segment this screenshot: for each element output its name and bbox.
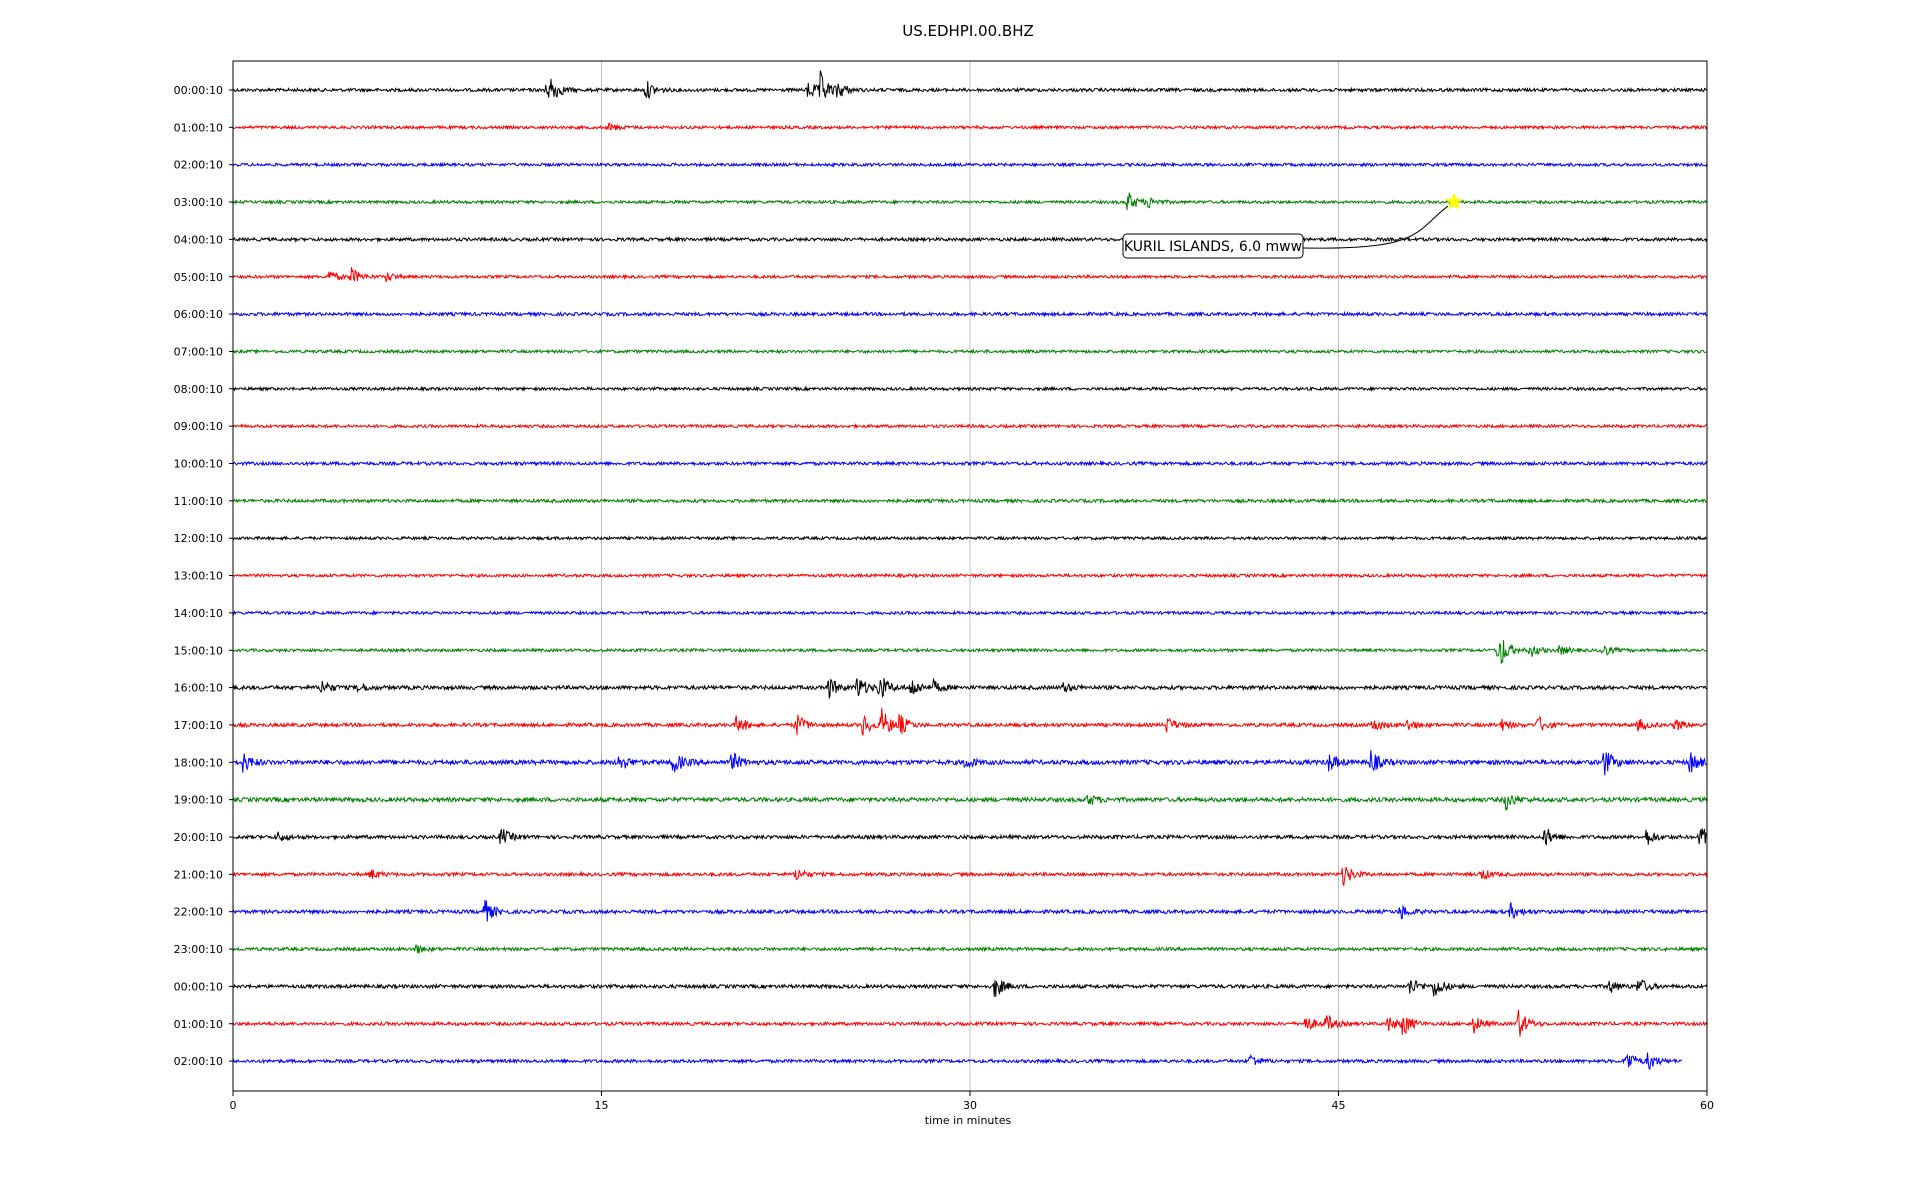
trace-row-16	[232, 677, 1707, 699]
y-tick-label-13: 13:00:10	[174, 570, 223, 583]
y-tick-label-26: 02:00:10	[174, 1055, 223, 1068]
y-tick-label-12: 12:00:10	[174, 532, 223, 545]
trace-row-18	[232, 750, 1708, 776]
y-tick-label-16: 16:00:10	[174, 682, 223, 695]
trace-row-21	[232, 866, 1708, 886]
y-tick-label-19: 19:00:10	[174, 794, 223, 807]
y-tick-label-11: 11:00:10	[174, 495, 223, 508]
y-tick-label-15: 15:00:10	[174, 644, 223, 657]
trace-row-12	[232, 534, 1708, 542]
y-tick-label-5: 05:00:10	[174, 271, 223, 284]
trace-row-17	[232, 707, 1707, 736]
chart-title: US.EDHPI.00.BHZ	[902, 22, 1034, 40]
trace-row-24	[232, 978, 1708, 997]
y-tick-label-25: 01:00:10	[174, 1018, 223, 1031]
y-tick-label-24: 00:00:10	[174, 980, 223, 993]
annotation-box	[1122, 233, 1304, 259]
trace-row-10	[232, 459, 1708, 468]
trace-row-19	[232, 794, 1708, 811]
annotation-connector	[1302, 205, 1449, 249]
trace-row-3	[232, 192, 1708, 211]
trace-row-2	[232, 161, 1708, 168]
y-tick-label-22: 22:00:10	[174, 906, 223, 919]
y-tick-label-18: 18:00:10	[174, 756, 223, 769]
y-tick-label-14: 14:00:10	[174, 607, 223, 620]
y-tick-label-4: 04:00:10	[174, 233, 223, 246]
trace-row-26	[232, 1052, 1683, 1071]
event-star-icon	[1444, 192, 1464, 210]
y-tick-label-9: 09:00:10	[174, 420, 223, 433]
trace-row-13	[232, 572, 1708, 579]
x-tick-label-30: 30	[963, 1099, 977, 1112]
y-tick-label-7: 07:00:10	[174, 345, 223, 358]
trace-row-9	[232, 422, 1707, 430]
trace-row-22	[232, 899, 1708, 922]
trace-row-4	[232, 235, 1708, 243]
trace-row-15	[232, 640, 1707, 664]
y-tick-labels: 00:00:10 01:00:10 02:00:10 03:00:10 04:00:10…	[174, 84, 233, 1068]
trace-row-20	[232, 828, 1708, 847]
trace-row-25	[232, 1009, 1708, 1037]
y-tick-label-21: 21:00:10	[174, 868, 223, 881]
trace-row-0	[232, 70, 1708, 100]
y-tick-label-8: 08:00:10	[174, 383, 223, 396]
y-tick-label-10: 10:00:10	[174, 458, 223, 471]
trace-row-11	[232, 497, 1707, 505]
y-tick-label-3: 03:00:10	[174, 196, 223, 209]
trace-row-7	[232, 348, 1707, 355]
trace-row-6	[232, 310, 1707, 318]
y-tick-label-2: 02:00:10	[174, 159, 223, 172]
y-tick-label-23: 23:00:10	[174, 943, 223, 956]
y-tick-label-1: 01:00:10	[174, 121, 223, 134]
event-annotation: KURIL ISLANDS, 6.0 mww	[1122, 192, 1464, 259]
annotation-text: KURIL ISLANDS, 6.0 mww	[1124, 239, 1302, 255]
x-axis: 0 15 30 45 60	[230, 1091, 1714, 1112]
trace-row-14	[232, 609, 1708, 617]
y-tick-label-17: 17:00:10	[174, 719, 223, 732]
trace-row-23	[232, 944, 1708, 954]
x-tick-label-0: 0	[230, 1099, 237, 1112]
trace-row-5	[232, 267, 1707, 283]
x-axis-label: time in minutes	[925, 1114, 1012, 1127]
x-tick-label-45: 45	[1332, 1099, 1346, 1112]
y-tick-label-0: 00:00:10	[174, 84, 223, 97]
trace-row-8	[232, 385, 1707, 392]
x-tick-label-60: 60	[1700, 1099, 1714, 1112]
trace-group	[232, 70, 1708, 1071]
y-tick-label-20: 20:00:10	[174, 831, 223, 844]
x-tick-label-15: 15	[595, 1099, 609, 1112]
trace-row-1	[232, 122, 1708, 132]
y-tick-label-6: 06:00:10	[174, 308, 223, 321]
